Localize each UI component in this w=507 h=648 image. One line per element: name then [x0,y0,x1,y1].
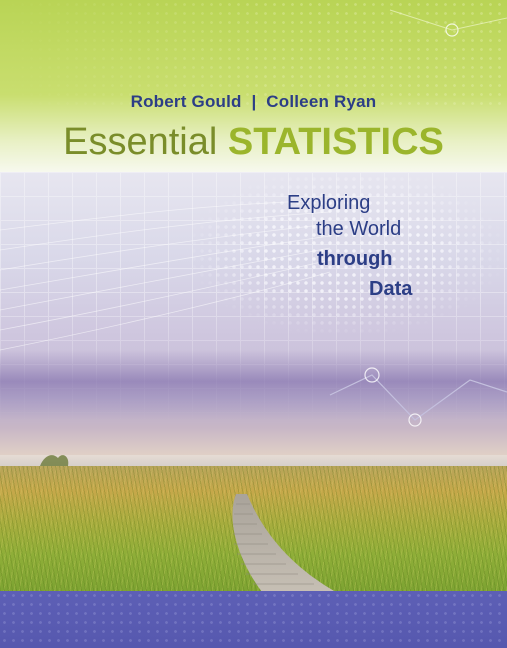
bottom-dot-pattern [0,591,507,648]
subtitle-line-2: the World [316,218,402,240]
bottom-purple-band [0,591,507,648]
authors-line: Robert Gould | Colleen Ryan [130,92,377,111]
title-essential: Essential [63,121,228,163]
title-statistics: STATISTICS [227,121,444,163]
top-green-band [0,0,507,172]
subtitle-line-1: Exploring [287,192,371,214]
subtitle-line-4: Data [369,278,413,300]
top-dot-pattern [0,0,507,110]
book-title: Essential STATISTICS [0,120,507,164]
subtitle-line-3: through [317,248,393,270]
cloud-band [0,350,507,420]
